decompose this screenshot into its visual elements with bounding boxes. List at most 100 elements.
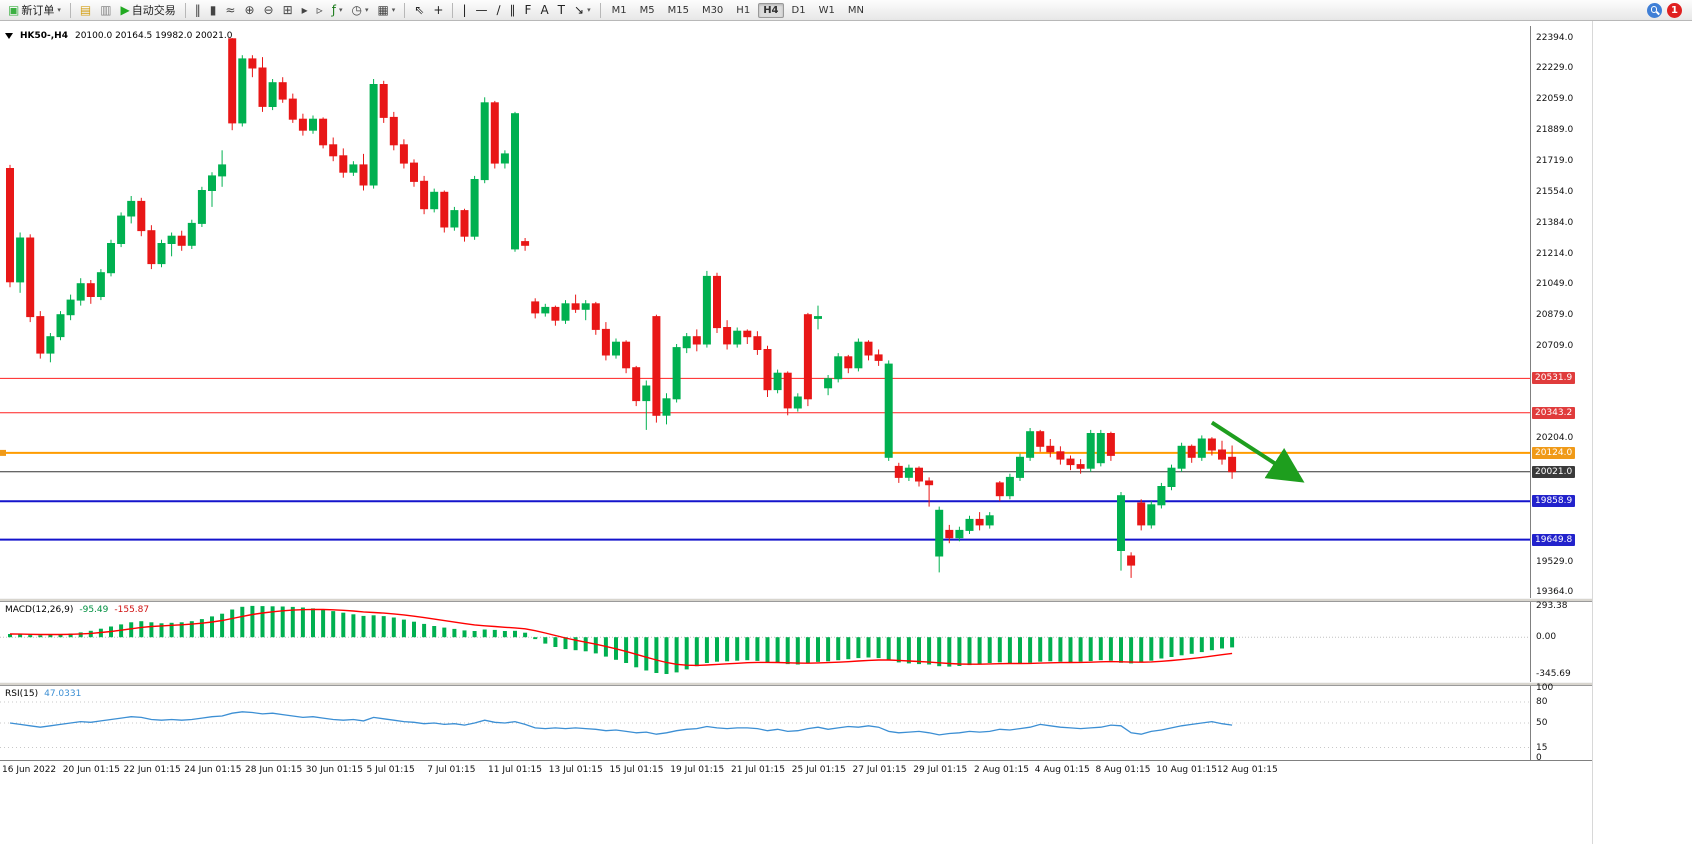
chart-shift-icon: ▹ bbox=[316, 3, 323, 17]
date-label: 13 Jul 01:15 bbox=[548, 765, 603, 775]
timeframe-m1-button[interactable]: M1 bbox=[611, 4, 627, 16]
trendline-icon: ∕ bbox=[496, 3, 501, 17]
timeframe-w1-button[interactable]: W1 bbox=[818, 4, 835, 16]
auto-trading-button[interactable]: ▶ 自动交易 bbox=[117, 0, 180, 21]
periods-icon: ◷ bbox=[351, 3, 362, 17]
rsi-axis[interactable]: 100 80 50 15 0 bbox=[1530, 683, 1592, 763]
line-chart-icon: ≈ bbox=[225, 3, 236, 17]
candlestick-chart-icon[interactable]: ▮ bbox=[206, 0, 221, 21]
date-label: 21 Jul 01:15 bbox=[731, 765, 785, 775]
caret-down-icon: ▾ bbox=[391, 6, 396, 14]
periods-icon[interactable]: ◷ ▾ bbox=[347, 0, 372, 21]
arrows-icon[interactable]: ↘ ▾ bbox=[570, 0, 595, 21]
trend-arrow-annotation bbox=[1210, 420, 1305, 483]
panel-splitter[interactable] bbox=[0, 682, 1592, 686]
toolbar-right: 1 bbox=[1647, 2, 1688, 18]
zoom-in-icon[interactable]: ⊕ bbox=[240, 0, 258, 21]
price-line-badge: 19858.9 bbox=[1532, 495, 1576, 508]
price-tick: 20709.0 bbox=[1536, 340, 1574, 351]
rsi-tick: 100 bbox=[1536, 683, 1554, 693]
new-order-icon: ▣ bbox=[8, 3, 20, 17]
macd-indicator-label: MACD(12,26,9) -95.49 -155.87 bbox=[5, 605, 149, 615]
date-label: 27 Jul 01:15 bbox=[852, 765, 907, 775]
caret-down-icon: ▾ bbox=[364, 6, 369, 14]
timeframe-h4-button[interactable]: H4 bbox=[758, 2, 784, 18]
timeframe-h1-button[interactable]: H1 bbox=[736, 4, 751, 16]
auto-scroll-icon: ▸ bbox=[301, 3, 308, 17]
price-line-badge: 20124.0 bbox=[1532, 446, 1576, 459]
macd-name: MACD(12,26,9) bbox=[5, 605, 74, 615]
fibonacci-icon[interactable]: F bbox=[521, 0, 536, 21]
price-tick: 21719.0 bbox=[1536, 156, 1574, 167]
date-label: 15 Jul 01:15 bbox=[609, 765, 664, 775]
auto-scroll-icon[interactable]: ▸ bbox=[298, 0, 312, 21]
profiles-icon[interactable]: ▥ bbox=[96, 0, 115, 21]
label-icon[interactable]: T bbox=[554, 0, 569, 21]
timeframe-mn-button[interactable]: MN bbox=[847, 4, 864, 16]
channel-icon[interactable]: ∥ bbox=[506, 0, 520, 21]
price-axis[interactable]: 22394.0 22229.0 22059.0 21889.0 21719.0 21554… bbox=[1530, 26, 1592, 598]
price-tick: 21554.0 bbox=[1536, 186, 1574, 197]
date-label: 29 Jul 01:15 bbox=[913, 765, 968, 775]
toolbar-separator bbox=[404, 2, 406, 18]
timeframe-m5-button[interactable]: M5 bbox=[639, 4, 655, 16]
indicators-icon: ƒ bbox=[331, 3, 336, 17]
price-tick: 22394.0 bbox=[1536, 33, 1574, 44]
panel-splitter[interactable] bbox=[0, 598, 1592, 602]
main-chart[interactable] bbox=[0, 26, 1530, 598]
line-chart-icon[interactable]: ≈ bbox=[221, 0, 239, 21]
auto-trading-button-label: 自动交易 bbox=[131, 4, 176, 17]
date-label: 16 Jun 2022 bbox=[2, 765, 57, 775]
trendline-icon[interactable]: ∕ bbox=[492, 0, 504, 21]
vertical-line-icon[interactable]: | bbox=[458, 0, 470, 21]
date-label: 22 Jun 01:15 bbox=[123, 765, 181, 775]
rsi-tick: 0 bbox=[1536, 753, 1542, 763]
price-tick: 20879.0 bbox=[1536, 309, 1574, 320]
templates-icon[interactable]: ▦ ▾ bbox=[373, 0, 399, 21]
macd-tick: 293.38 bbox=[1536, 600, 1568, 611]
horizontal-line-icon[interactable]: — bbox=[471, 0, 491, 21]
indicators-icon[interactable]: ƒ ▾ bbox=[328, 0, 347, 21]
caret-down-icon: ▾ bbox=[587, 6, 591, 14]
price-tick: 21214.0 bbox=[1536, 248, 1574, 259]
timeframe-m15-button[interactable]: M15 bbox=[667, 4, 689, 16]
caret-down-icon: ▾ bbox=[57, 6, 61, 14]
chart-window: HK50-,H4 20100.0 20164.5 19982.0 20021.0… bbox=[0, 21, 1593, 844]
rsi-indicator-label: RSI(15) 47.0331 bbox=[5, 689, 81, 699]
bars-chart-icon[interactable]: ‖ bbox=[191, 0, 205, 21]
price-line-badge: 20343.2 bbox=[1532, 406, 1576, 419]
macd-chart[interactable] bbox=[0, 602, 1530, 682]
chart-shift-icon[interactable]: ▹ bbox=[313, 0, 327, 21]
tile-windows-icon[interactable]: ⊞ bbox=[279, 0, 297, 21]
horizontal-line-icon: — bbox=[475, 3, 488, 17]
macd-signal-value: -155.87 bbox=[114, 605, 150, 615]
macd-axis[interactable]: 293.38 0.00 -345.69 bbox=[1530, 600, 1592, 682]
new-order-button[interactable]: ▣ 新订单 ▾ bbox=[4, 0, 65, 21]
candlestick-chart-icon: ▮ bbox=[209, 3, 217, 17]
rsi-chart[interactable] bbox=[0, 686, 1530, 760]
text-icon[interactable]: A bbox=[536, 0, 552, 21]
timeframe-d1-button[interactable]: D1 bbox=[791, 4, 806, 16]
profiles-icon: ▥ bbox=[100, 3, 112, 17]
chart-stack-icon[interactable]: ▤ bbox=[76, 0, 95, 21]
caret-down-icon: ▾ bbox=[338, 6, 343, 14]
macd-tick: -345.69 bbox=[1536, 669, 1571, 680]
new-order-button-label: 新订单 bbox=[21, 4, 55, 17]
zoom-out-icon[interactable]: ⊖ bbox=[260, 0, 278, 21]
zoom-out-icon: ⊖ bbox=[263, 3, 274, 17]
crosshair-icon[interactable]: + bbox=[429, 0, 447, 21]
channel-icon: ∥ bbox=[509, 3, 516, 17]
date-label: 19 Jul 01:15 bbox=[670, 765, 725, 775]
cursor-icon[interactable]: ⇖ bbox=[410, 0, 428, 21]
date-label: 4 Aug 01:15 bbox=[1034, 765, 1090, 775]
collapse-chart-icon[interactable] bbox=[5, 33, 13, 39]
price-tick: 21384.0 bbox=[1536, 217, 1574, 228]
search-icon[interactable] bbox=[1647, 2, 1662, 18]
timeframe-m30-button[interactable]: M30 bbox=[701, 4, 724, 16]
price-line-badge: 20531.9 bbox=[1532, 372, 1576, 385]
date-axis[interactable]: 16 Jun 2022 20 Jun 01:15 22 Jun 01:15 24 Ju… bbox=[0, 760, 1592, 779]
text-icon: A bbox=[540, 3, 549, 17]
notification-badge[interactable]: 1 bbox=[1667, 2, 1682, 18]
date-label: 2 Aug 01:15 bbox=[974, 765, 1029, 775]
fibonacci-icon: F bbox=[524, 3, 532, 17]
